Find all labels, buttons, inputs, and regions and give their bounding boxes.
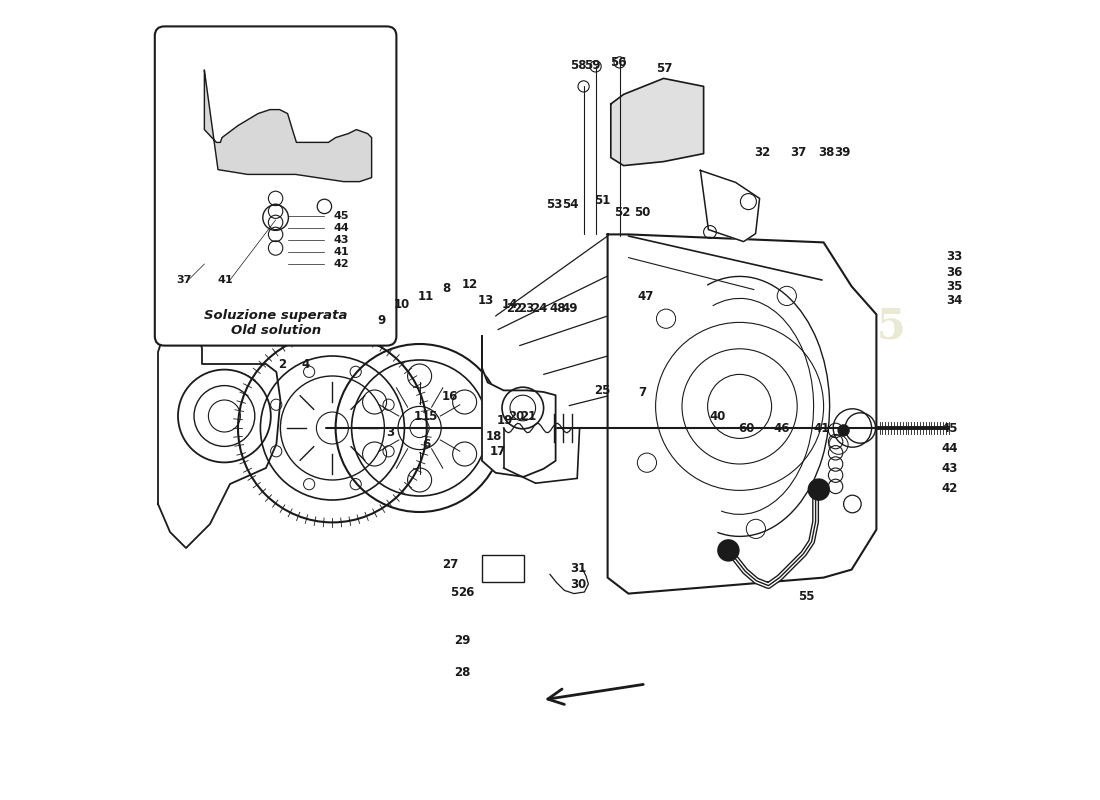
Polygon shape [701,170,760,242]
Text: 16: 16 [442,390,459,402]
Text: 85: 85 [849,307,906,349]
Text: 11: 11 [418,290,434,302]
Text: 44: 44 [334,223,350,233]
Text: 1: 1 [414,410,422,422]
Text: 52: 52 [614,206,630,218]
Text: 60: 60 [738,422,755,434]
Text: 17: 17 [490,446,506,458]
Text: 3D: 3D [645,336,775,416]
Text: 37: 37 [790,146,806,158]
Text: 29: 29 [454,634,470,646]
Text: 55: 55 [798,590,814,602]
Text: 43: 43 [942,462,958,474]
Text: 23: 23 [518,302,535,314]
Text: 51: 51 [594,194,610,206]
Text: 46: 46 [773,422,790,434]
Text: 3: 3 [386,426,394,438]
Text: 34: 34 [946,294,962,306]
Text: 45: 45 [334,211,350,221]
Text: 9: 9 [378,314,386,326]
Text: 32: 32 [754,146,770,158]
Text: 43: 43 [334,235,350,245]
Text: 22: 22 [506,302,522,314]
Text: 58: 58 [570,59,586,72]
Polygon shape [610,78,704,166]
Text: 54: 54 [562,198,579,210]
Text: 48: 48 [550,302,566,314]
Text: 36: 36 [946,266,962,278]
Text: 19: 19 [497,414,514,426]
Text: 12: 12 [462,278,478,290]
Text: 24: 24 [531,302,548,314]
Text: 4: 4 [301,358,310,370]
Text: 2: 2 [278,358,286,370]
Text: 27: 27 [442,558,458,570]
Text: 42: 42 [334,259,350,269]
Text: 26: 26 [458,586,474,598]
Text: 14: 14 [502,298,518,310]
Text: 18: 18 [486,430,503,442]
Circle shape [808,479,829,500]
Text: 15: 15 [421,410,438,422]
Text: 47: 47 [638,290,654,302]
Circle shape [718,540,739,561]
Text: Soluzione superata: Soluzione superata [204,310,348,322]
Text: 41: 41 [814,422,830,434]
Text: 25: 25 [594,384,610,397]
Text: 10: 10 [394,298,410,310]
Polygon shape [205,70,372,182]
Text: 6: 6 [422,438,430,450]
Text: 5: 5 [450,586,458,598]
Text: 49: 49 [562,302,579,314]
Text: 59: 59 [584,59,601,72]
Bar [482,555,524,582]
Text: 8: 8 [442,282,450,294]
Text: 45: 45 [942,422,958,434]
Polygon shape [158,312,280,548]
Text: 41: 41 [218,275,233,285]
Circle shape [838,425,849,436]
Text: 57: 57 [657,62,672,74]
Text: 41: 41 [334,247,350,257]
Text: 21: 21 [520,410,537,422]
Text: 42: 42 [942,482,958,494]
Text: 7: 7 [638,386,646,398]
Text: 13: 13 [477,294,494,306]
Text: 53: 53 [546,198,562,210]
Text: 37: 37 [176,275,191,285]
Text: a passion for prints: a passion for prints [623,459,796,501]
Text: 38: 38 [817,146,834,158]
Text: 31: 31 [570,562,586,574]
Text: 39: 39 [834,146,850,158]
Text: Old solution: Old solution [231,324,321,337]
Text: 50: 50 [634,206,650,218]
Text: 30: 30 [570,578,586,590]
Text: 35: 35 [946,280,962,293]
FancyBboxPatch shape [155,26,396,346]
Text: 33: 33 [946,250,962,262]
Polygon shape [607,234,877,594]
Text: 56: 56 [610,56,627,69]
Text: 44: 44 [942,442,958,454]
Text: 40: 40 [710,410,726,422]
Text: 20: 20 [508,410,525,422]
Polygon shape [482,336,556,477]
Text: 28: 28 [454,666,470,678]
